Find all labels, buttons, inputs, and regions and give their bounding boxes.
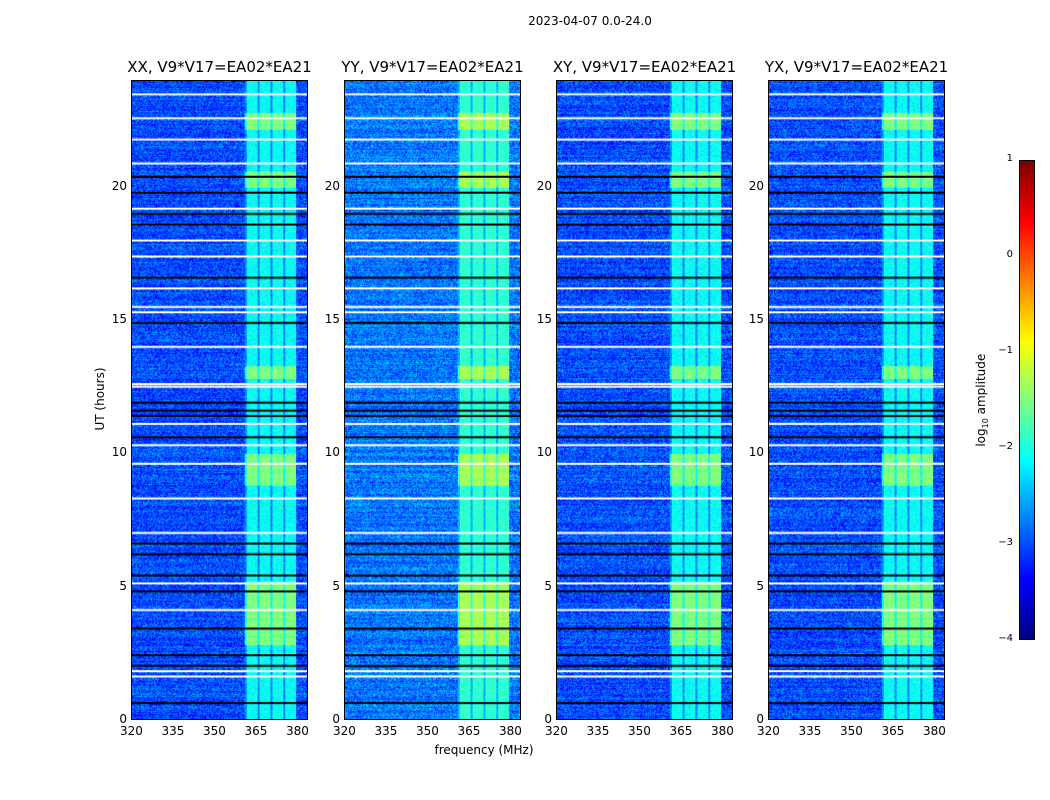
y-tick-label: 15 xyxy=(324,312,340,326)
spectrogram-panel xyxy=(344,80,521,720)
x-tick-label: 335 xyxy=(586,724,610,738)
y-tick-label: 20 xyxy=(324,178,340,193)
y-tick-label: 10 xyxy=(111,445,127,460)
spectrogram-panel xyxy=(556,80,733,720)
x-tick-label: 365 xyxy=(881,724,905,738)
y-tick-label: 0 xyxy=(332,712,340,726)
y-tick-label: 0 xyxy=(544,712,552,726)
colorbar-tick-label: −2 xyxy=(998,441,1013,452)
x-tick-label: 350 xyxy=(202,724,226,738)
y-tick-label: 20 xyxy=(536,178,552,193)
x-tick-label: 365 xyxy=(669,724,693,738)
y-tick-label: 5 xyxy=(332,578,340,593)
y-tick-label: 0 xyxy=(756,712,764,726)
panel-title: YY, V9*V17=EA02*EA21 xyxy=(341,58,524,76)
panel-title: XX, V9*V17=EA02*EA21 xyxy=(127,58,312,76)
x-tick-label: 335 xyxy=(374,724,398,738)
x-tick-label: 350 xyxy=(627,724,651,738)
y-tick-label: 15 xyxy=(536,312,552,326)
spectrogram-panel xyxy=(768,80,945,720)
y-tick-label: 5 xyxy=(544,578,552,593)
y-tick-label: 15 xyxy=(111,312,127,326)
x-tick-label: 380 xyxy=(498,724,522,738)
y-tick-label: 0 xyxy=(119,712,127,726)
x-tick-label: 380 xyxy=(285,724,309,738)
y-tick-label: 10 xyxy=(324,445,340,460)
panel-title: XY, V9*V17=EA02*EA21 xyxy=(552,58,737,76)
x-axis-label: frequency (MHz) xyxy=(434,743,534,757)
x-tick-label: 335 xyxy=(798,724,822,738)
figure-title: 2023-04-07 0.0-24.0 xyxy=(528,14,652,28)
y-tick-label: 20 xyxy=(111,178,127,193)
x-tick-label: 380 xyxy=(710,724,734,738)
colorbar-tick-label: −3 xyxy=(998,537,1013,548)
x-tick-label: 350 xyxy=(839,724,863,738)
spectrogram-panel xyxy=(131,80,308,720)
colorbar xyxy=(1019,160,1035,640)
panel-title: YX, V9*V17=EA02*EA21 xyxy=(764,58,949,76)
y-tick-label: 10 xyxy=(536,445,552,460)
colorbar-tick-label: −1 xyxy=(998,345,1013,356)
x-tick-label: 320 xyxy=(757,724,780,738)
y-tick-label: 15 xyxy=(748,312,764,326)
colorbar-label: log10 amplitude xyxy=(973,353,991,447)
colorbar-tick-label: 0 xyxy=(1006,249,1013,260)
y-tick-label: 5 xyxy=(756,578,764,593)
colorbar-tick-label: −4 xyxy=(998,633,1013,644)
x-tick-label: 320 xyxy=(333,724,356,738)
x-tick-label: 365 xyxy=(244,724,268,738)
x-tick-label: 380 xyxy=(922,724,946,738)
y-tick-label: 5 xyxy=(119,578,127,593)
x-tick-label: 335 xyxy=(161,724,185,738)
x-tick-label: 320 xyxy=(545,724,568,738)
y-tick-label: 10 xyxy=(748,445,764,460)
x-tick-label: 320 xyxy=(120,724,143,738)
colorbar-tick-label: 1 xyxy=(1006,153,1013,164)
x-tick-label: 365 xyxy=(457,724,481,738)
y-tick-label: 20 xyxy=(748,178,764,193)
y-axis-label: UT (hours) xyxy=(93,367,107,431)
x-tick-label: 350 xyxy=(415,724,439,738)
